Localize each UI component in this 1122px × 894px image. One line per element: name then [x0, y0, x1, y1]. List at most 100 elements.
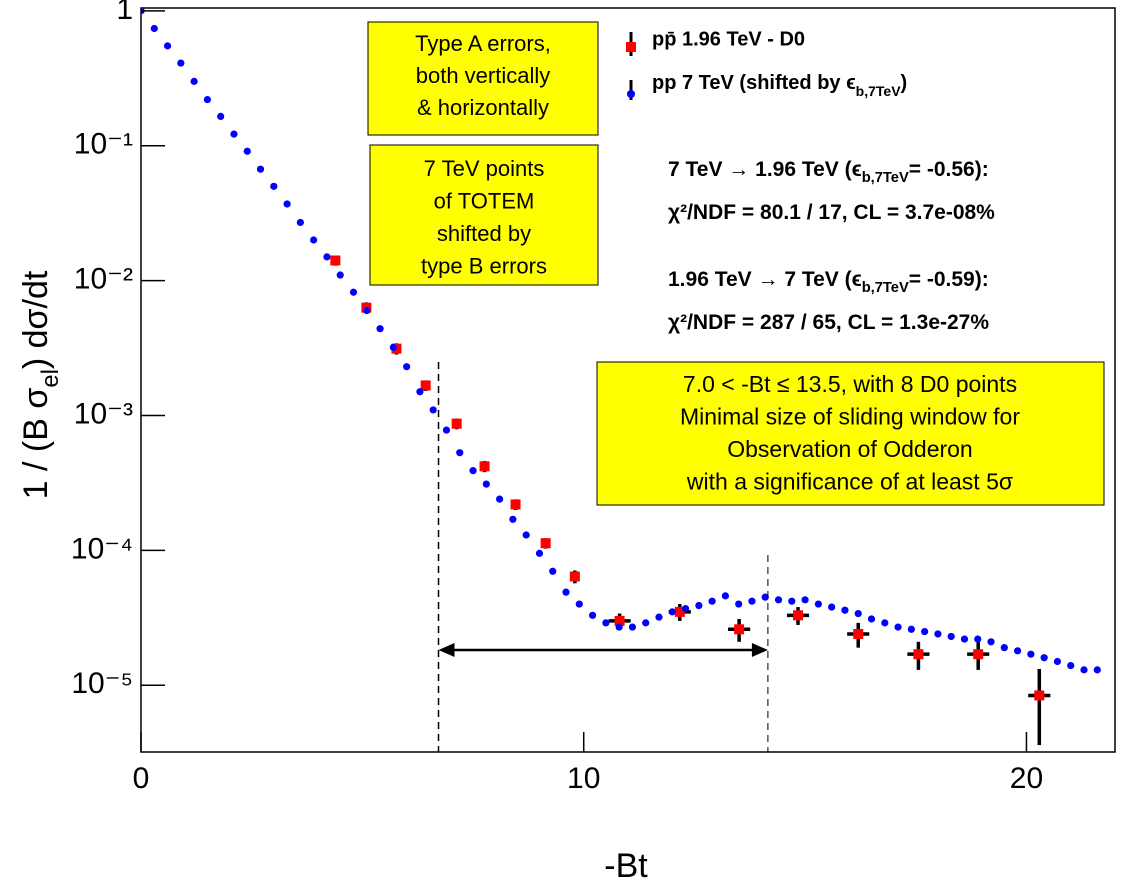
note-box — [367, 21, 599, 136]
point — [913, 649, 924, 660]
stat-text: 1.96 TeV → 7 TeV (ϵb,7TeV= -0.59): — [668, 268, 989, 296]
point — [588, 611, 597, 619]
note-text: 7.0 < -Bt ≤ 13.5, with 8 D0 points — [683, 371, 1017, 397]
note-text: Type A errors, — [415, 31, 551, 56]
legend-label-part: pp 7 TeV (shifted by ϵ — [652, 72, 856, 94]
point — [853, 628, 864, 639]
point — [575, 600, 583, 608]
point — [960, 635, 969, 643]
point — [296, 218, 304, 227]
point — [708, 597, 716, 605]
point — [793, 610, 804, 621]
point — [774, 596, 783, 604]
arrow-head — [438, 643, 455, 657]
point — [615, 623, 623, 631]
legend-marker — [627, 90, 635, 98]
y-tick-label: 10⁻⁴ — [71, 532, 133, 565]
point — [535, 549, 544, 557]
point — [748, 597, 756, 605]
note-box — [369, 144, 599, 286]
point — [479, 461, 490, 472]
point — [721, 592, 730, 600]
note-text: 7 TeV points — [424, 156, 545, 181]
stat-text-part: = -0.59): — [909, 268, 989, 291]
point — [668, 608, 676, 616]
point — [469, 467, 477, 475]
stat-text-part: χ²/NDF = 287 / 65, CL = 1.3e-27% — [668, 311, 989, 334]
point — [788, 597, 796, 605]
point — [1080, 666, 1088, 674]
point — [496, 495, 504, 503]
point — [451, 418, 462, 429]
point — [150, 24, 158, 33]
legend-label-part: b,7TeV — [856, 83, 902, 99]
point — [323, 253, 331, 261]
point — [602, 619, 610, 627]
point — [442, 426, 451, 434]
y-tick-label: 1 — [116, 0, 133, 26]
y-axis-label: 1 / (B σel) dσ/dt — [17, 270, 64, 499]
arrow-head — [751, 643, 768, 657]
point — [674, 606, 685, 617]
x-axis-label: -Bt — [604, 847, 648, 885]
stat-text: χ²/NDF = 80.1 / 17, CL = 3.7e-08% — [668, 201, 995, 224]
y-axis-label-part: 1 / (B σ — [17, 388, 55, 500]
point — [947, 632, 955, 641]
point — [734, 624, 745, 635]
point — [881, 619, 889, 627]
point — [376, 325, 384, 333]
x-tick-label: 10 — [567, 762, 600, 795]
point — [389, 343, 397, 351]
point — [614, 615, 625, 626]
point — [761, 593, 769, 601]
point — [681, 605, 690, 613]
point — [217, 112, 225, 121]
point — [1040, 654, 1048, 662]
point — [642, 619, 650, 627]
point — [1093, 666, 1101, 674]
point — [416, 388, 424, 396]
legend-label: pp̄ 1.96 TeV - D0 — [652, 28, 805, 50]
point — [256, 165, 265, 173]
point — [1000, 644, 1008, 652]
note-text: of TOTEM — [434, 188, 535, 213]
point — [522, 531, 530, 539]
x-tick-label: 20 — [1010, 762, 1043, 795]
stat-text: χ²/NDF = 287 / 65, CL = 1.3e-27% — [668, 311, 989, 334]
note-text: both vertically — [416, 63, 551, 88]
stat-text-part: b,7TeV — [862, 170, 909, 186]
point — [403, 363, 411, 371]
x-tick-label: 0 — [133, 762, 150, 795]
point — [562, 588, 570, 596]
legend-label-part: ) — [901, 72, 908, 94]
point — [270, 182, 278, 190]
y-tick-label: 10⁻² — [74, 263, 133, 296]
point — [695, 601, 703, 610]
point — [540, 538, 551, 549]
y-tick-label: 10⁻³ — [74, 397, 133, 430]
point — [549, 567, 557, 575]
point — [854, 609, 862, 618]
point — [801, 596, 809, 604]
point — [420, 380, 431, 391]
plot-frame — [140, 7, 1116, 753]
note-text: shifted by — [437, 221, 531, 246]
point — [828, 603, 836, 611]
point — [894, 623, 902, 631]
legend-marker — [626, 42, 636, 52]
point — [907, 625, 915, 633]
point — [987, 638, 995, 646]
point — [230, 130, 238, 138]
point — [363, 306, 371, 315]
point — [1014, 647, 1022, 655]
point — [310, 236, 318, 244]
note-text: with a significance of at least 5σ — [686, 469, 1013, 495]
stat-text-part: b,7TeV — [862, 280, 909, 296]
y-axis-label-part: el — [37, 369, 64, 388]
point — [974, 635, 982, 643]
point — [336, 271, 344, 279]
y-tick-label: 10⁻¹ — [74, 128, 133, 161]
point — [814, 600, 822, 608]
point — [349, 288, 358, 296]
